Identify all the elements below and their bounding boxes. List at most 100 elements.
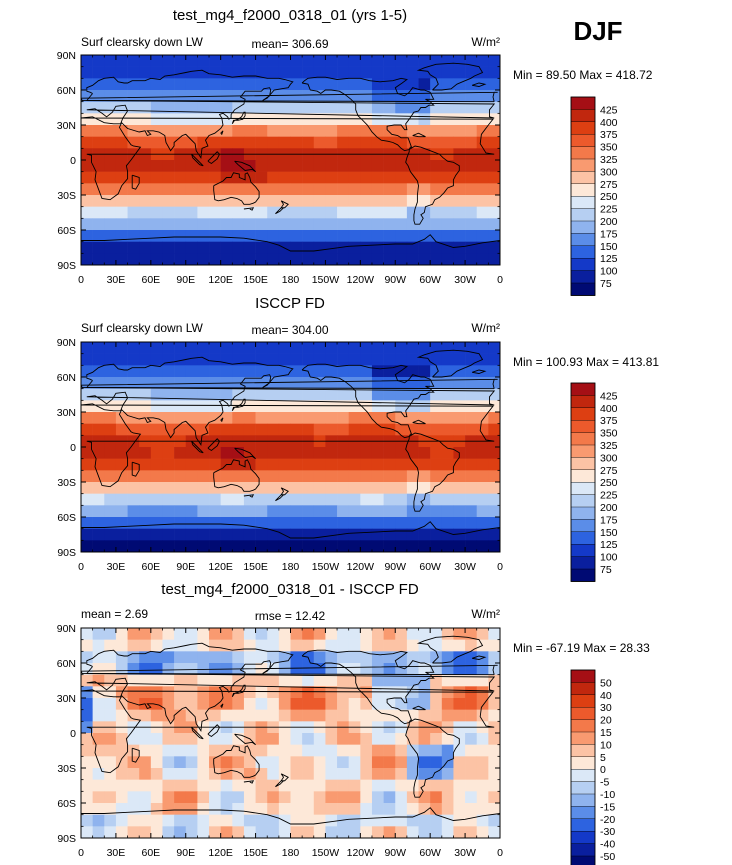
field-cell bbox=[139, 78, 152, 91]
field-cell bbox=[348, 377, 361, 389]
field-cell bbox=[348, 814, 361, 827]
field-cell bbox=[127, 470, 140, 483]
field-cell bbox=[337, 517, 349, 529]
field-cell bbox=[255, 78, 268, 91]
field-cell bbox=[139, 447, 152, 459]
field-cell bbox=[139, 342, 152, 354]
field-cell bbox=[127, 365, 140, 378]
field-cell bbox=[371, 768, 384, 780]
field-cell bbox=[255, 674, 268, 687]
colorbar-label: -5 bbox=[600, 777, 609, 789]
field-cell bbox=[418, 423, 431, 436]
field-cell bbox=[150, 826, 163, 838]
colorbar-box bbox=[570, 469, 596, 483]
coastline bbox=[231, 398, 246, 412]
field-cell bbox=[348, 540, 361, 552]
field-cell bbox=[243, 779, 256, 792]
field-cell bbox=[127, 733, 140, 745]
coastline bbox=[412, 419, 426, 425]
field-cell bbox=[81, 353, 93, 366]
field-cell bbox=[115, 136, 128, 149]
field-cell bbox=[395, 241, 408, 254]
field-cell bbox=[453, 505, 466, 518]
panel-title: test_mg4_f2000_0318_01 - ISCCP FD bbox=[161, 581, 419, 598]
field-cell bbox=[383, 470, 396, 483]
field-cell bbox=[441, 482, 454, 494]
colorbar-box bbox=[570, 806, 596, 820]
field-cell bbox=[162, 400, 175, 413]
field-cell bbox=[453, 412, 466, 424]
field-cell bbox=[406, 791, 419, 804]
field-cell bbox=[302, 482, 315, 494]
field-cell bbox=[453, 136, 466, 149]
field-cell bbox=[197, 183, 210, 196]
field-cell bbox=[383, 628, 396, 640]
field-cell bbox=[267, 791, 280, 804]
field-cell bbox=[150, 206, 163, 219]
field-cell bbox=[441, 814, 454, 827]
field-cell bbox=[115, 528, 128, 541]
field-cell bbox=[255, 756, 268, 769]
field-cell bbox=[430, 377, 443, 389]
field-cell bbox=[81, 78, 93, 91]
field-cell bbox=[360, 733, 373, 745]
field-cell bbox=[465, 353, 478, 366]
field-cell bbox=[92, 113, 105, 126]
field-cell bbox=[220, 791, 233, 804]
axes: 0 30E 60E 90E 120E 150E 180 150W 120W 90W 60W 30W 09… bbox=[57, 50, 503, 286]
field-cell bbox=[150, 377, 163, 389]
colorbar-box bbox=[570, 457, 596, 471]
field-cell bbox=[278, 377, 291, 389]
field-cell bbox=[383, 709, 396, 722]
field-cell bbox=[150, 230, 163, 242]
field-cell bbox=[406, 55, 419, 67]
colorbar-box bbox=[570, 395, 596, 409]
field-cell bbox=[139, 826, 152, 838]
field-cell bbox=[185, 663, 198, 675]
field-cell bbox=[220, 365, 233, 378]
field-cell bbox=[220, 101, 233, 114]
field-cell bbox=[243, 674, 256, 687]
field-cell bbox=[313, 171, 326, 184]
field-cell bbox=[115, 768, 128, 780]
field-cell bbox=[302, 791, 315, 804]
coastline bbox=[81, 356, 496, 488]
field-cell bbox=[406, 470, 419, 483]
field-cell bbox=[255, 171, 268, 184]
field-cell bbox=[162, 470, 175, 483]
field-cell bbox=[243, 66, 256, 79]
field-cell bbox=[243, 136, 256, 149]
field-cell bbox=[371, 377, 384, 389]
field-cell bbox=[406, 803, 419, 815]
field-cell bbox=[278, 423, 291, 436]
coastlines bbox=[81, 635, 500, 825]
field-cell bbox=[441, 733, 454, 745]
field-cell bbox=[197, 628, 210, 640]
field-cell bbox=[302, 826, 315, 838]
field-cell bbox=[127, 230, 140, 242]
field-cell bbox=[488, 206, 500, 219]
field-cell bbox=[278, 447, 291, 459]
field-cell bbox=[371, 125, 384, 137]
field-cell bbox=[197, 400, 210, 413]
field-cell bbox=[465, 218, 478, 231]
field-cell bbox=[395, 447, 408, 459]
field-cell bbox=[197, 505, 210, 518]
field-cell bbox=[476, 803, 489, 815]
field-cell bbox=[325, 388, 338, 401]
field-cell bbox=[278, 218, 291, 231]
field-cell bbox=[104, 90, 117, 102]
field-cell bbox=[81, 377, 93, 389]
field-cell bbox=[104, 388, 117, 401]
field-cell bbox=[174, 125, 187, 137]
field-cell bbox=[104, 136, 117, 149]
field-cell bbox=[325, 253, 338, 265]
field-cell bbox=[371, 113, 384, 126]
field-cell bbox=[139, 756, 152, 769]
field-cell bbox=[290, 744, 303, 757]
field-cell bbox=[337, 803, 349, 815]
field-cell bbox=[278, 253, 291, 265]
field-cell bbox=[337, 639, 349, 652]
field-cell bbox=[325, 66, 338, 79]
field-cell bbox=[430, 663, 443, 675]
